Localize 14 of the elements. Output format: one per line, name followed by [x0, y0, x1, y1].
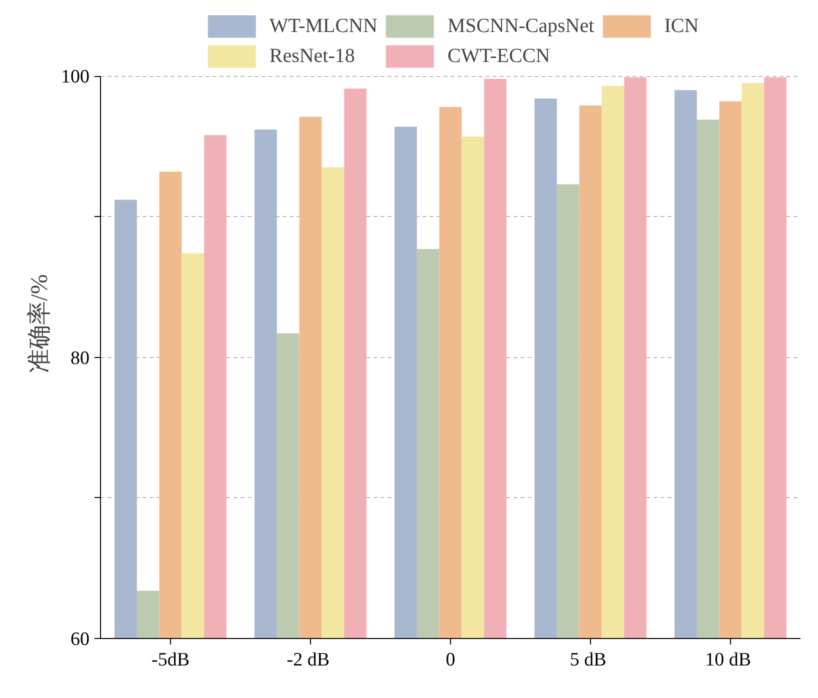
x-tick-label: -2 dB	[286, 650, 330, 670]
legend-label: MSCNN-CapsNet	[448, 14, 594, 38]
x-tick-label: -5dB	[152, 650, 190, 670]
legend-label: ICN	[664, 14, 699, 38]
y-tick-label: 60	[70, 629, 90, 650]
x-tick-label: 5 dB	[570, 650, 606, 670]
legend-label: ResNet-18	[269, 44, 355, 68]
legend-label: CWT-ECCN	[448, 44, 550, 68]
x-tick-label: 0	[446, 650, 456, 670]
x-tick-label: 10 dB	[705, 650, 752, 670]
y-tick-label: 100	[61, 66, 90, 88]
y-tick-label: 80	[70, 348, 90, 369]
y-axis-title: 准确率/%	[26, 274, 53, 373]
legend-label: WT-MLCNN	[269, 14, 378, 38]
